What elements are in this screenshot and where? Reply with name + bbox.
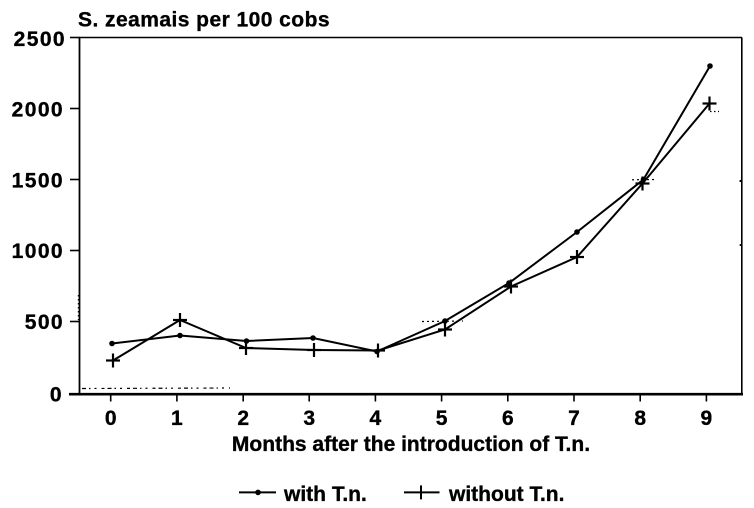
svg-text:2: 2 <box>237 407 249 430</box>
svg-text:9: 9 <box>701 407 713 430</box>
svg-text:1000: 1000 <box>12 240 64 263</box>
svg-text:without T.n.: without T.n. <box>448 483 564 506</box>
svg-text:5: 5 <box>436 407 448 430</box>
svg-text:1: 1 <box>171 407 183 430</box>
svg-text:0: 0 <box>50 384 63 407</box>
svg-text:2000: 2000 <box>12 99 64 122</box>
svg-text:8: 8 <box>634 407 646 430</box>
svg-text:with T.n.: with T.n. <box>283 483 367 506</box>
svg-text:0: 0 <box>105 407 117 430</box>
svg-text:1500: 1500 <box>12 170 64 193</box>
svg-text:4: 4 <box>370 407 382 430</box>
svg-text:2500: 2500 <box>14 28 66 51</box>
svg-text:500: 500 <box>25 311 64 334</box>
svg-text:6: 6 <box>502 407 514 430</box>
svg-text:Months after the introduction: Months after the introduction of T.n. <box>232 433 590 456</box>
svg-text:7: 7 <box>568 407 580 430</box>
svg-text:S. zeamais per 100 cobs: S. zeamais per 100 cobs <box>78 9 330 32</box>
svg-text:3: 3 <box>303 407 315 430</box>
